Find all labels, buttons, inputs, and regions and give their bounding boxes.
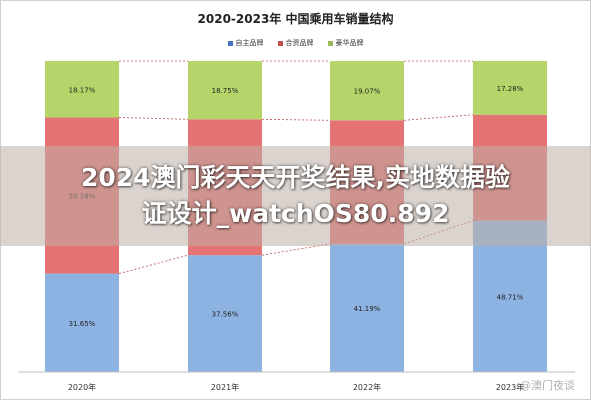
bar-segment-luxury: [330, 61, 404, 121]
legend-swatch-joint-venture: [277, 40, 283, 46]
connector-line: [118, 254, 189, 274]
bar-segment-domestic: [45, 273, 119, 372]
legend-swatch-luxury: [327, 40, 333, 46]
data-label: 31.65%: [69, 320, 96, 328]
legend-item-luxury: 豪华品牌: [327, 38, 364, 48]
watermark-overlay-band: [0, 146, 591, 246]
bar-segment-domestic: [188, 255, 262, 372]
legend-label-luxury: 豪华品牌: [335, 39, 364, 47]
data-label: 17.28%: [497, 85, 524, 93]
corner-watermark: @澳门夜谈: [520, 379, 575, 392]
data-label: 18.75%: [212, 87, 239, 95]
bar-segment-luxury: [45, 61, 119, 118]
connector-line: [403, 114, 474, 121]
chart-legend: 自主品牌 合资品牌 豪华品牌: [0, 38, 591, 48]
legend-swatch-domestic: [227, 40, 233, 46]
bar-segment-luxury: [188, 61, 262, 120]
bar-segment-domestic: [330, 243, 404, 372]
x-tick-label: 2023年: [496, 382, 524, 392]
x-tick-label: 2022年: [353, 382, 381, 392]
bar-segment-luxury: [473, 61, 547, 115]
data-label: 48.71%: [497, 293, 524, 301]
data-label: 41.19%: [354, 305, 381, 313]
legend-item-domestic: 自主品牌: [227, 38, 264, 48]
data-label: 19.07%: [354, 88, 381, 96]
connector-line: [118, 117, 189, 120]
overlay-headline-line2: 证设计_watchOS80.892: [141, 199, 450, 228]
legend-label-joint-venture: 合资品牌: [285, 39, 314, 47]
connector-line: [261, 118, 331, 121]
legend-label-domestic: 自主品牌: [235, 39, 264, 47]
data-label: 18.17%: [69, 86, 96, 94]
overlay-headline-line1: 2024澳门彩天天开奖结果,实地数据验: [80, 163, 511, 192]
data-label: 37.56%: [212, 311, 239, 319]
legend-item-joint-venture: 合资品牌: [277, 38, 314, 48]
x-tick-label: 2021年: [211, 382, 239, 392]
chart-title: 2020-2023年 中国乘用车销量结构: [197, 12, 394, 26]
overlay-headline: 2024澳门彩天天开奖结果,实地数据验 证设计_watchOS80.892: [0, 160, 591, 232]
x-tick-label: 2020年: [68, 382, 96, 392]
